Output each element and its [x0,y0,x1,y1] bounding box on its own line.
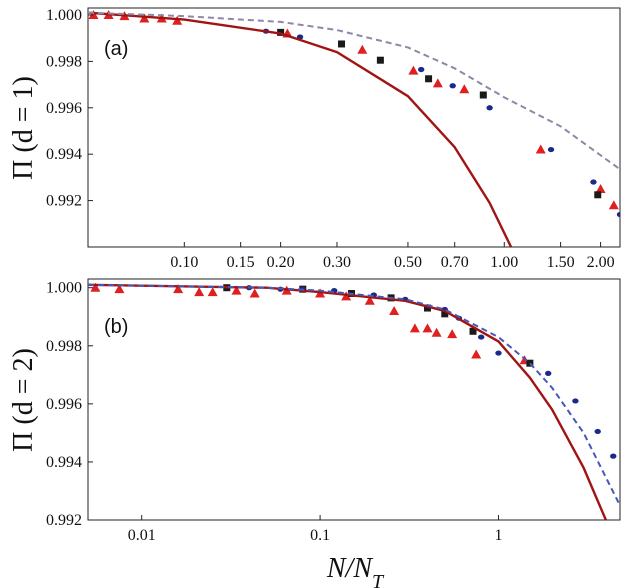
triangle-marker [139,13,150,23]
triangle-marker [431,327,442,337]
x-axis-ticks: 0.10 0.15 0.20 0.30 0.50 0.70 1.00 1.50 2.00 [170,242,615,271]
y-tick-label: 0.998 [46,53,82,70]
triangle-marker [471,349,482,359]
square-marker [423,304,431,312]
y-tick-label: 0.992 [46,193,82,210]
square-marker [425,75,433,83]
triangle-marker [194,287,205,297]
triangle-marker [409,323,420,333]
triangle-marker [357,44,368,54]
triangle-marker [90,282,101,292]
triangle-marker [422,323,433,333]
circle-marker [486,105,493,111]
triangle-marker [389,305,400,315]
y-tick-label: 0.996 [46,396,82,413]
x-tick-label: 0.50 [394,254,422,271]
triangle-marker [608,200,619,210]
panel-label: (b) [104,316,128,338]
square-marker [594,191,602,199]
x-tick-label: 0.20 [267,254,295,271]
x-tick-label: 0.1 [310,527,330,544]
square-marker [469,327,477,335]
circle-marker [547,146,555,153]
triangle-marker [88,9,99,19]
y-axis-title: Π (d = 1) [8,76,39,180]
circle-marker [417,66,425,73]
solid-curve [88,11,513,247]
dashed-curve [88,11,620,171]
dashed-curve [88,283,620,506]
circle-marker [449,83,456,89]
triangle-marker [595,183,606,193]
y-tick-label: 1.000 [46,280,82,297]
x-tick-label: 2.00 [587,254,615,271]
circle-marker [610,453,617,459]
circle-marker [545,370,552,376]
triangle-marker [173,284,184,294]
triangle-marker [408,65,419,75]
x-tick-label: 1.50 [547,254,575,271]
y-tick-label: 0.998 [46,338,82,355]
triangle-marker [364,295,375,305]
y-tick-label: 0.994 [46,146,82,163]
circle-marker [594,428,601,435]
square-marker [376,56,384,64]
plot-frame [87,278,621,521]
x-tick-label: 1.00 [490,254,518,271]
y-axis-ticks: 0.992 0.994 0.996 0.998 1.000 [46,280,93,529]
x-axis-title: N/NT [326,553,385,588]
triangle-marker [432,78,443,88]
triangle-marker [459,84,470,94]
x-tick-label: 0.70 [441,254,469,271]
triangle-marker [114,284,125,294]
solid-curve [88,283,607,520]
x-tick-label: 0.10 [170,254,198,271]
panel-label: (a) [104,38,128,60]
triangle-marker [231,285,242,295]
circle-marker [590,179,597,185]
x-tick-label: 1 [494,527,502,544]
y-tick-label: 0.992 [46,512,82,529]
square-marker [526,359,534,367]
series-layer [88,9,620,247]
circle-marker [477,334,485,340]
y-tick-label: 0.996 [46,100,82,117]
circle-marker [495,350,502,356]
x-tick-label: 0.30 [323,254,351,271]
square-marker [479,91,487,99]
square-marker [441,310,449,318]
x-tick-label: 0.15 [227,254,255,271]
series-layer [88,282,620,520]
triangle-marker [207,287,218,297]
circle-marker [616,211,620,218]
panel-b: 0.01 0.1 1 0.992 0.994 0.996 0.998 1.000 (b) Π… [8,278,621,544]
triangle-marker [447,329,458,339]
x-axis-ticks: 0.01 0.1 1 [128,515,502,544]
circle-marker [572,398,579,404]
square-marker [338,40,346,48]
triangle-marker [535,144,546,154]
y-tick-label: 1.000 [46,7,82,24]
y-axis-title: Π (d = 2) [8,348,39,452]
y-tick-label: 0.994 [46,454,82,471]
y-axis-ticks: 0.992 0.994 0.996 0.998 1.000 [46,7,93,210]
triangle-marker [249,288,260,298]
panel-a: 0.10 0.15 0.20 0.30 0.50 0.70 1.00 1.50 2.00 0.9… [8,7,621,271]
plot-frame [87,7,621,248]
x-tick-label: 0.01 [128,527,156,544]
